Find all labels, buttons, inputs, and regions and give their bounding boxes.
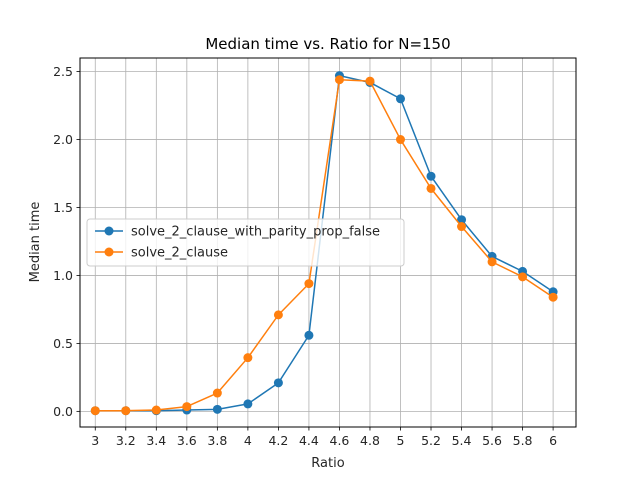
plot-frame xyxy=(79,57,577,428)
x-tick-label: 3.2 xyxy=(116,433,136,448)
x-tick-label: 4.4 xyxy=(299,433,319,448)
x-axis: 3 3.2 3.4 3.6 3.8 4 4.2 4.4 4.6 4.8 5 5.2 5.4 5.6 5.8 6 xyxy=(91,427,557,448)
y-tick-label: 0.0 xyxy=(53,404,73,419)
x-tick-label: 3.4 xyxy=(146,433,166,448)
legend-marker xyxy=(104,226,114,236)
data-point xyxy=(457,222,467,232)
x-tick-label: 6 xyxy=(549,433,557,448)
x-axis-label: Ratio xyxy=(311,456,344,471)
data-point xyxy=(487,257,497,267)
series-line xyxy=(95,78,554,412)
y-tick-label: 2.0 xyxy=(53,132,73,147)
x-tick-label: 5.4 xyxy=(452,433,472,448)
series-layer xyxy=(90,71,558,416)
data-point xyxy=(212,404,222,414)
y-axis: 0.0 0.5 1.0 1.5 2.0 2.5 xyxy=(53,64,80,419)
legend-label: solve_2_clause xyxy=(131,246,228,261)
x-tick-label: 4.8 xyxy=(360,433,380,448)
y-axis-label: Median time xyxy=(28,202,43,283)
legend-box xyxy=(86,218,405,267)
x-tick-label: 5.6 xyxy=(482,433,502,448)
x-tick-label: 3.8 xyxy=(207,433,227,448)
legend-label: solve_2_clause_with_parity_prop_false xyxy=(131,225,380,240)
y-tick-label: 1.5 xyxy=(53,200,73,215)
data-point xyxy=(243,399,253,409)
data-point xyxy=(273,310,283,320)
data-point xyxy=(121,406,131,416)
data-point xyxy=(151,405,161,415)
data-point xyxy=(304,330,314,340)
data-point xyxy=(518,272,528,282)
chart-title: Median time vs. Ratio for N=150 xyxy=(205,35,450,53)
y-tick-label: 2.5 xyxy=(53,64,73,79)
x-tick-label: 3.6 xyxy=(177,433,197,448)
x-tick-label: 4 xyxy=(244,433,252,448)
x-tick-label: 4.2 xyxy=(268,433,288,448)
data-point xyxy=(395,135,405,145)
data-point xyxy=(457,215,467,225)
data-point xyxy=(182,402,192,412)
x-tick-label: 5 xyxy=(397,433,405,448)
data-point xyxy=(334,75,344,85)
data-point xyxy=(426,171,436,181)
data-point xyxy=(273,378,283,388)
y-tick-label: 1.0 xyxy=(53,268,73,283)
data-point xyxy=(304,279,314,289)
data-point xyxy=(426,183,436,193)
x-tick-label: 4.6 xyxy=(330,433,350,448)
legend: solve_2_clause_with_parity_prop_falsesol… xyxy=(86,218,405,267)
x-tick-label: 5.2 xyxy=(421,433,441,448)
y-tick-label: 0.5 xyxy=(53,336,73,351)
data-point xyxy=(365,76,375,86)
x-tick-label: 5.8 xyxy=(513,433,533,448)
data-point xyxy=(243,353,253,363)
series-line xyxy=(95,74,554,412)
data-point xyxy=(212,388,222,398)
series-1 xyxy=(90,75,558,416)
x-tick-label: 3 xyxy=(91,433,99,448)
data-point xyxy=(548,292,558,302)
data-point xyxy=(395,94,405,104)
data-point xyxy=(90,406,100,416)
legend-marker xyxy=(104,247,114,257)
